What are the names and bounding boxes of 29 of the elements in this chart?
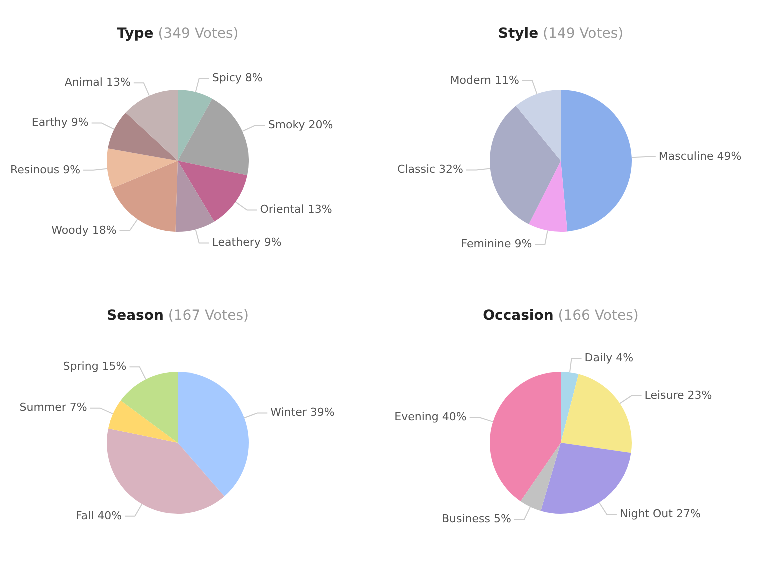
slice-label: Business 5% (442, 512, 512, 526)
slice-label: Night Out 27% (620, 507, 701, 520)
slice-label: Spicy 8% (212, 72, 263, 85)
slice-label: Earthy 9% (32, 116, 89, 130)
chart-subtitle: (149 Votes) (542, 26, 624, 42)
slice-label: Winter 39% (270, 406, 335, 420)
slice-label: Leisure 23% (644, 388, 712, 402)
slice-label: Feminine 9% (461, 237, 532, 250)
slice-label: Resinous 9% (10, 163, 81, 176)
chart-title: Type (117, 26, 154, 42)
slice-label: Summer 7% (20, 401, 88, 414)
slice-label: Modern 11% (450, 74, 520, 87)
chart-subtitle: (349 Votes) (157, 26, 239, 42)
slice-label: Oriental 13% (260, 203, 332, 216)
chart-subtitle: (166 Votes) (557, 308, 639, 324)
chart-title: Occasion (483, 308, 554, 324)
slice-label: Evening 40% (394, 410, 467, 424)
slice-label: Smoky 20% (268, 118, 334, 132)
slice-label: Woody 18% (52, 224, 117, 237)
chart-title: Style (498, 26, 539, 42)
slice-label: Spring 15% (63, 360, 127, 373)
slice-label: Leathery 9% (212, 236, 282, 250)
slice-label: Masculine 49% (658, 150, 742, 163)
slice-label: Daily 4% (584, 352, 634, 365)
chart-title: Season (107, 308, 164, 324)
slice-label: Classic 32% (398, 163, 464, 176)
slice-label: Animal 13% (64, 76, 131, 89)
slice-label: Fall 40% (76, 509, 122, 522)
chart-subtitle: (167 Votes) (167, 308, 249, 324)
